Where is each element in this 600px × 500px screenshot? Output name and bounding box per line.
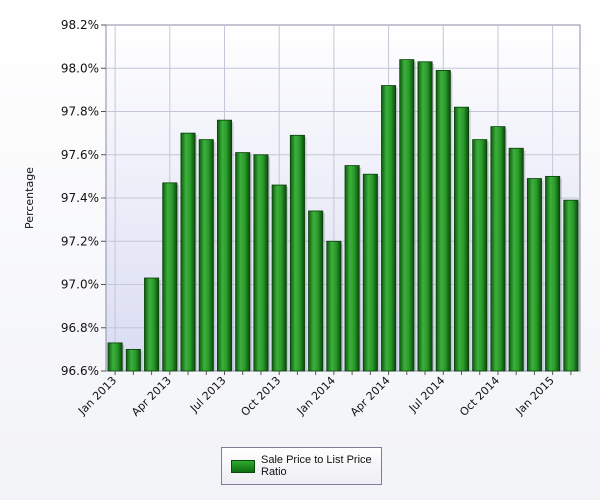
bar [253,154,269,372]
x-tick-label: Jan 2013 [75,374,119,418]
bar [271,184,287,372]
bar [216,119,233,372]
x-tick-label: Apr 2013 [129,374,174,419]
legend-label: Sale Price to List Price Ratio [261,454,372,478]
bar [289,134,305,372]
bar [526,178,542,372]
legend-swatch [231,459,255,473]
x-axis: Jan 2013 Apr 2013 Jul 2013 Oct 2013 Jan 2014… [75,371,572,419]
legend: Sale Price to List Price Ratio [221,447,382,485]
bar [399,59,415,372]
bar [435,70,451,372]
bar [453,106,470,372]
bar [344,165,360,372]
bar [362,173,378,372]
bar [381,85,397,372]
y-tick-label: 97.6% [61,148,99,162]
x-tick-label: Jul 2014 [406,374,448,416]
bar [326,240,342,372]
x-tick-label: Oct 2014 [457,374,502,419]
bar [545,175,561,372]
x-tick-label: Jan 2015 [513,374,557,418]
bars [107,59,580,372]
bar [180,132,196,372]
bar [107,342,123,372]
bar [472,139,488,372]
y-axis: 96.6% 96.8% 97.0% 97.2% 97.4% 97.6% 97.8% 98.0%… [61,18,106,378]
y-axis-label: Percentage [23,167,36,229]
bar [417,61,433,372]
bar [508,147,524,372]
x-tick-label: Jan 2014 [294,374,338,418]
bar [490,126,506,372]
y-tick-label: 97.0% [61,278,99,292]
y-tick-label: 97.8% [61,105,99,119]
bar [198,139,214,372]
y-tick-label: 98.2% [61,18,99,32]
x-tick-label: Jul 2013 [187,374,229,416]
x-tick-label: Apr 2014 [348,374,393,419]
y-tick-label: 96.6% [61,364,99,378]
x-tick-label: Oct 2013 [238,374,283,419]
bar [235,152,251,372]
y-tick-label: 97.2% [61,234,99,248]
bar [308,210,324,372]
y-tick-label: 97.4% [61,191,99,205]
bar [162,182,178,372]
bar [144,277,160,372]
y-tick-label: 98.0% [61,61,99,75]
bar [563,199,579,372]
y-tick-label: 96.8% [61,321,99,335]
bar [125,348,141,372]
